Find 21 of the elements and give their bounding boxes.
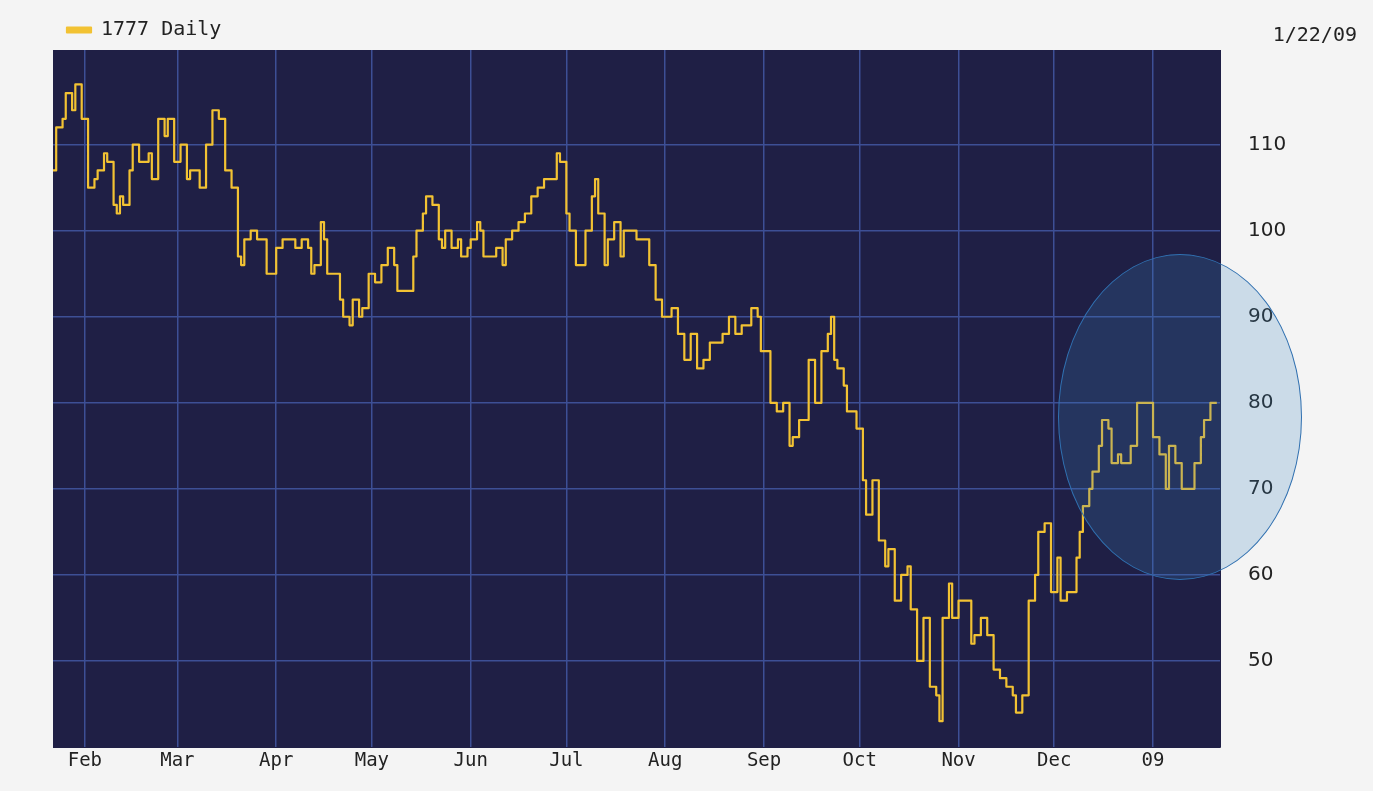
legend-label: 1777 Daily [101,16,222,41]
y-tick-label: 90 [1248,302,1274,327]
x-tick-label: Sep [746,748,782,771]
x-tick-label: Aug [648,748,683,771]
text: 1/22/09 [1272,22,1357,46]
x-tick-label: Feb [67,748,103,771]
y-tick-label: 80 [1248,389,1274,414]
x-tick-label: Jul [549,748,584,771]
y-tick-label: 110 [1248,130,1287,155]
y-tick-label: 70 [1248,475,1274,500]
x-tick-label: Mar [160,748,195,771]
x-tick-label: Dec [1037,748,1072,771]
y-tick-label: 60 [1248,561,1274,586]
x-tick-label: Oct [842,748,877,771]
x-tick-label: May [354,748,390,771]
x-tick-label: 09 [1141,748,1165,771]
x-tick-label: Jun [453,748,488,771]
y-tick-label: 50 [1248,647,1274,672]
y-tick-label: 100 [1248,216,1287,241]
x-tick-label: Nov [941,748,976,771]
x-tick-label: Apr [259,748,294,771]
